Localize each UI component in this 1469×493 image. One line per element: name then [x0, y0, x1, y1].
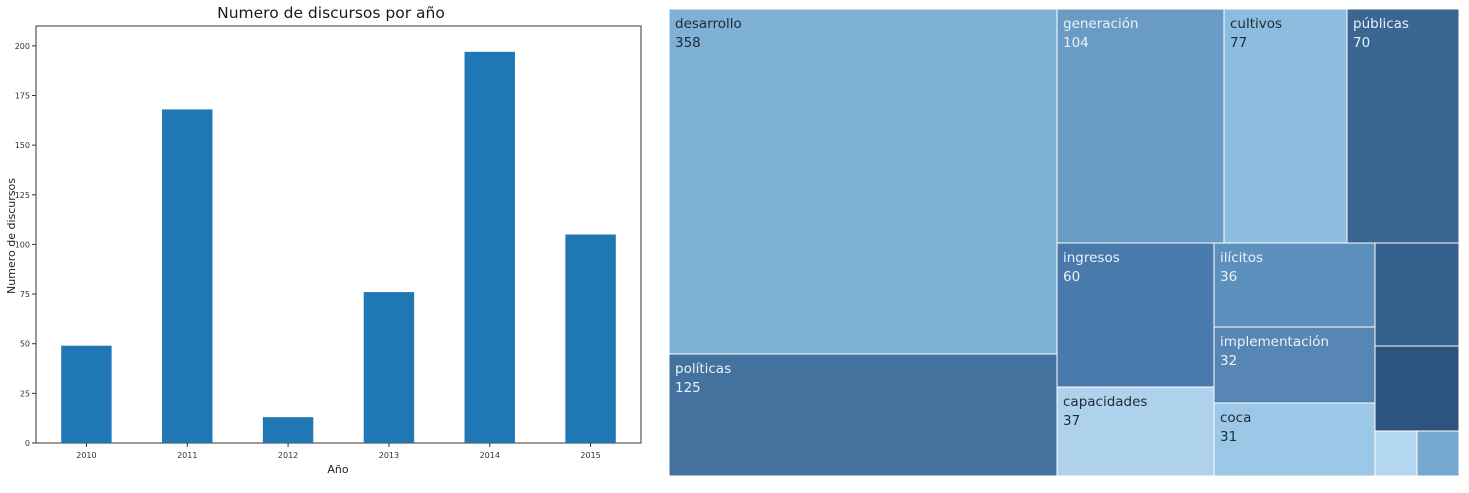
bar-2010: [61, 345, 112, 443]
treemap-panel: desarrollo 358 políticas 125 generación 104 cu…: [668, 8, 1460, 477]
y-tick-label: 50: [20, 340, 30, 349]
x-tick-label: 2012: [278, 451, 298, 460]
treemap-tile-unlabeled-12: [1374, 430, 1418, 477]
treemap-label: políticas: [675, 361, 731, 377]
treemap-value: 60: [1063, 269, 1080, 285]
treemap-tile-rect: [1056, 8, 1225, 244]
treemap-tile-politicas: políticas 125: [668, 353, 1058, 477]
bar-chart: Numero de discursos por año 0 25 50 75 100 12…: [5, 4, 642, 476]
treemap-label: cultivos: [1230, 16, 1282, 32]
treemap-label: desarrollo: [675, 16, 742, 32]
treemap-tile-desarrollo: desarrollo 358: [668, 8, 1058, 355]
x-tick-label: 2015: [580, 451, 600, 460]
treemap-label: generación: [1063, 16, 1139, 32]
treemap-label: públicas: [1353, 16, 1409, 32]
treemap-tile-rect: [1374, 345, 1460, 432]
treemap-tile-rect: [1374, 430, 1418, 477]
bar-chart-title: Numero de discursos por año: [217, 4, 445, 22]
treemap-value: 125: [675, 380, 701, 396]
x-tick-label: 2014: [480, 451, 500, 460]
treemap-label: ingresos: [1063, 250, 1120, 266]
treemap-tile-rect: [1056, 386, 1215, 477]
bars-group: [61, 51, 616, 444]
treemap-tile-rect: [1346, 8, 1460, 244]
treemap-tile-coca: coca 31: [1213, 402, 1376, 477]
treemap-value: 77: [1230, 35, 1247, 51]
y-tick-label: 100: [15, 240, 30, 249]
treemap-value: 36: [1220, 269, 1237, 285]
treemap-value: 70: [1353, 35, 1370, 51]
treemap-tile-implementacion: implementación 32: [1213, 326, 1376, 404]
treemap-tile-ilicitos: ilícitos 36: [1213, 242, 1376, 328]
treemap-tile-capacidades: capacidades 37: [1056, 386, 1215, 477]
treemap-tile-rect: [1416, 430, 1460, 477]
treemap-tile-unlabeled-11: [1374, 345, 1460, 432]
bar-chart-panel: Numero de discursos por año 0 25 50 75 100 12…: [0, 0, 660, 489]
y-tick-label: 200: [15, 42, 30, 51]
x-tick-label: 2011: [177, 451, 197, 460]
x-axis-label: Año: [327, 463, 348, 476]
treemap-tile-rect: [1213, 242, 1376, 328]
treemap-tile-unlabeled-10: [1374, 242, 1460, 347]
treemap-value: 37: [1063, 413, 1080, 429]
treemap-tile-ingresos: ingresos 60: [1056, 242, 1215, 388]
y-tick-label: 75: [20, 290, 30, 299]
treemap-value: 358: [675, 35, 701, 51]
treemap-tile-rect: [1213, 326, 1376, 404]
x-tick-label: 2013: [379, 451, 399, 460]
y-tick-label: 175: [15, 92, 30, 101]
bar-2015: [565, 234, 616, 443]
treemap-label: capacidades: [1063, 394, 1147, 410]
treemap-tile-rect: [668, 8, 1058, 355]
bar-plot-frame: [35, 25, 642, 444]
y-tick-label: 150: [15, 141, 30, 150]
y-tick-label: 0: [25, 439, 30, 448]
treemap-label: implementación: [1220, 334, 1329, 350]
treemap-value: 31: [1220, 429, 1237, 445]
x-ticks-group: 2010 2011 2012 2013 2014 2015: [76, 443, 601, 460]
treemap-label: ilícitos: [1220, 250, 1263, 266]
treemap-tile-rect: [668, 353, 1058, 477]
treemap-tile-unlabeled-13: [1416, 430, 1460, 477]
bar-2013: [363, 292, 415, 443]
bar-2011: [162, 109, 213, 444]
y-ticks-group: 0 25 50 75 100 125 150 175 200: [15, 42, 36, 448]
treemap-tile-generacion: generación 104: [1056, 8, 1225, 244]
treemap-tile-publicas: públicas 70: [1346, 8, 1460, 244]
y-axis-label: Numero de discursos: [5, 178, 18, 294]
treemap: desarrollo 358 políticas 125 generación 104 cu…: [668, 8, 1460, 477]
treemap-tile-rect: [1223, 8, 1348, 244]
y-tick-label: 125: [15, 191, 30, 200]
x-tick-label: 2010: [76, 451, 96, 460]
treemap-tile-cultivos: cultivos 77: [1223, 8, 1348, 244]
treemap-value: 32: [1220, 353, 1237, 369]
treemap-value: 104: [1063, 35, 1089, 51]
bar-2014: [464, 51, 515, 444]
bar-2012: [262, 417, 314, 443]
treemap-tile-rect: [1374, 242, 1460, 347]
y-tick-label: 25: [20, 389, 30, 398]
treemap-label: coca: [1220, 410, 1251, 426]
